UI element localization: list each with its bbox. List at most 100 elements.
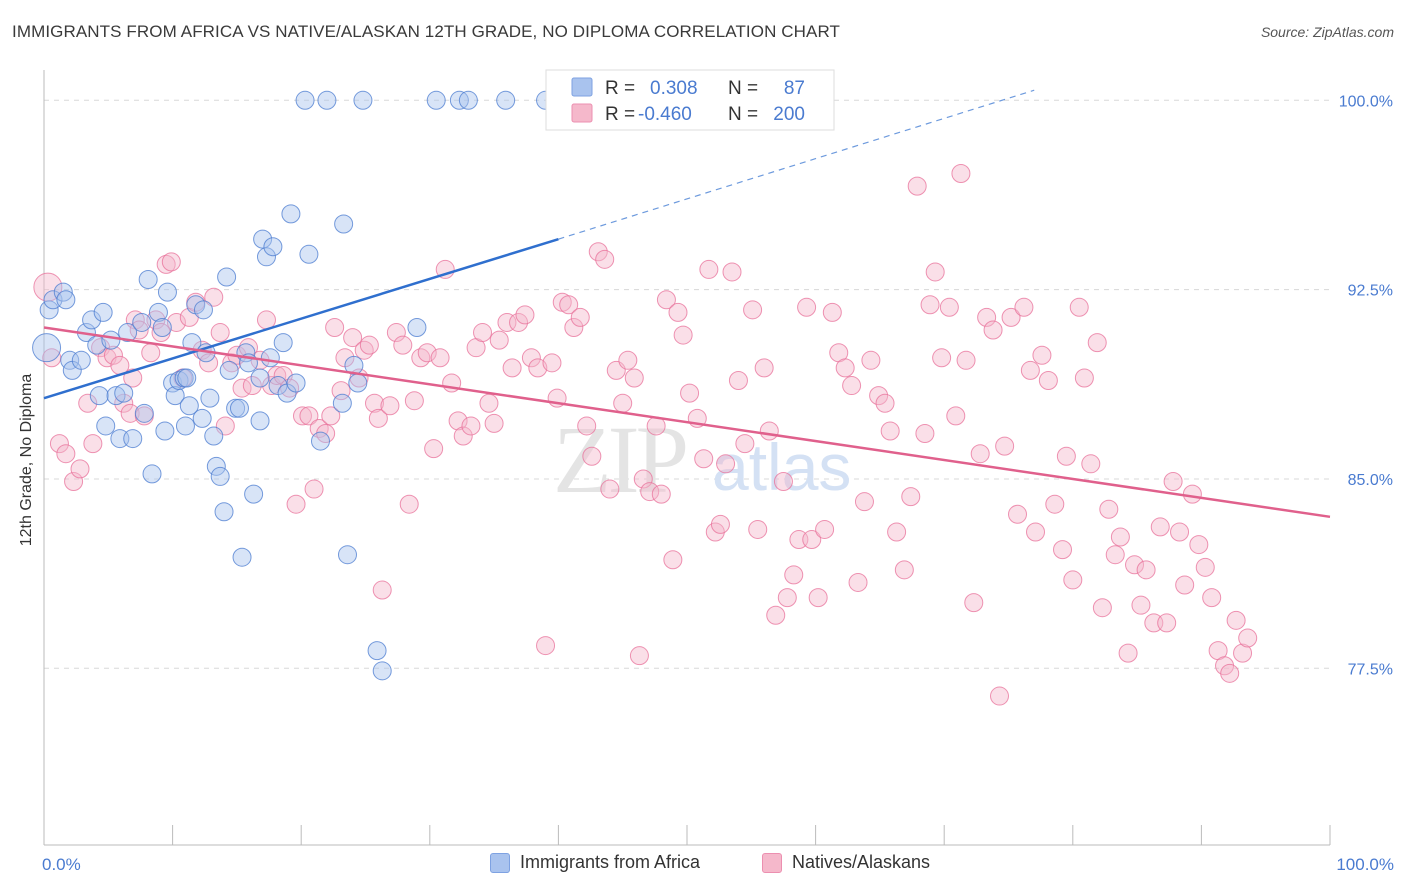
blue-point bbox=[71, 350, 91, 370]
blue-points bbox=[32, 90, 556, 681]
blue-point bbox=[273, 333, 293, 353]
blue-point bbox=[152, 317, 172, 337]
pink-point bbox=[901, 487, 921, 507]
pink-point bbox=[304, 479, 324, 499]
pink-trend-line bbox=[43, 326, 1331, 519]
pink-point bbox=[842, 376, 862, 396]
pink-point bbox=[1069, 297, 1089, 317]
pink-point bbox=[1170, 522, 1190, 542]
pink-point bbox=[797, 297, 817, 317]
pink-point bbox=[618, 350, 638, 370]
legend-item-natives[interactable]: Natives/Alaskans bbox=[762, 852, 930, 873]
pink-point bbox=[970, 444, 990, 464]
blue-point bbox=[334, 214, 354, 234]
legend-item-africa[interactable]: Immigrants from Africa bbox=[490, 852, 700, 873]
blue-point bbox=[193, 300, 213, 320]
pink-point bbox=[166, 312, 186, 332]
pink-point bbox=[716, 454, 736, 474]
pink-point bbox=[146, 310, 166, 330]
legend-swatch-pink bbox=[571, 103, 593, 123]
pink-point bbox=[588, 242, 608, 262]
pink-point bbox=[70, 459, 90, 479]
pink-point bbox=[777, 588, 797, 608]
pink-point bbox=[430, 348, 450, 368]
pink-point bbox=[161, 252, 181, 272]
pink-point bbox=[1131, 595, 1151, 615]
blue-point bbox=[118, 323, 138, 343]
blue-trend-line bbox=[43, 237, 559, 400]
blue-point bbox=[458, 90, 478, 110]
pink-point bbox=[848, 572, 868, 592]
pink-point bbox=[56, 444, 76, 464]
pink-point bbox=[1189, 535, 1209, 555]
legend-r-value-pink: -0.460 bbox=[638, 104, 692, 125]
pink-point bbox=[1053, 540, 1073, 560]
legend-n-label-blue: N = bbox=[728, 78, 758, 99]
pink-point bbox=[129, 320, 149, 340]
pink-point bbox=[680, 383, 700, 403]
pink-point bbox=[835, 358, 855, 378]
pink-point bbox=[854, 492, 874, 512]
legend-r-value-blue: 0.308 bbox=[650, 78, 698, 99]
trend-lines bbox=[43, 89, 1331, 519]
pink-point bbox=[103, 345, 123, 365]
pink-point bbox=[1226, 610, 1246, 630]
pink-point bbox=[83, 434, 103, 454]
pink-point bbox=[123, 368, 143, 388]
blue-point bbox=[367, 641, 387, 661]
pink-point bbox=[651, 484, 671, 504]
pink-point bbox=[1195, 557, 1215, 577]
pink-point bbox=[748, 519, 768, 539]
legend-label-natives: Natives/Alaskans bbox=[792, 852, 931, 872]
pink-point bbox=[210, 323, 230, 343]
blue-point bbox=[310, 431, 330, 451]
blue-point bbox=[82, 310, 102, 330]
pink-point bbox=[754, 358, 774, 378]
pink-point bbox=[925, 262, 945, 282]
legend-n-value-blue: 87 bbox=[784, 78, 805, 99]
pink-point bbox=[399, 494, 419, 514]
pink-point bbox=[1087, 333, 1107, 353]
pink-point bbox=[1092, 598, 1112, 618]
blue-point bbox=[281, 204, 301, 224]
pink-point bbox=[1020, 360, 1040, 380]
legend-label-africa: Immigrants from Africa bbox=[520, 852, 701, 872]
pink-point bbox=[735, 434, 755, 454]
pink-point bbox=[784, 565, 804, 585]
pink-point bbox=[497, 312, 517, 332]
pink-points bbox=[33, 164, 1258, 706]
pink-point bbox=[141, 343, 161, 363]
blue-point bbox=[332, 393, 352, 413]
pink-point bbox=[484, 413, 504, 433]
blue-point bbox=[138, 270, 158, 290]
pink-point bbox=[404, 391, 424, 411]
pink-point bbox=[120, 403, 140, 423]
pink-point bbox=[365, 393, 385, 413]
pink-point bbox=[354, 340, 374, 360]
pink-point bbox=[722, 262, 742, 282]
blue-point bbox=[217, 267, 237, 287]
blue-point bbox=[337, 545, 357, 565]
pink-point bbox=[1056, 446, 1076, 466]
blue-point bbox=[89, 386, 109, 406]
pink-point bbox=[479, 393, 499, 413]
pink-point bbox=[489, 330, 509, 350]
pink-point bbox=[299, 406, 319, 426]
pink-point bbox=[1163, 471, 1183, 491]
y-tick-labels: 100.0% 92.5% 85.0% 77.5% bbox=[1339, 93, 1393, 678]
pink-point bbox=[448, 411, 468, 431]
pink-point bbox=[822, 302, 842, 322]
pink-point bbox=[1014, 297, 1034, 317]
legend-n-label-pink: N = bbox=[728, 104, 758, 125]
pink-point bbox=[570, 307, 590, 327]
blue-point bbox=[263, 237, 283, 257]
pink-point bbox=[656, 290, 676, 310]
pink-point bbox=[964, 593, 984, 613]
pink-point bbox=[1105, 545, 1125, 565]
x-tick-left: 0.0% bbox=[42, 855, 81, 874]
pink-point bbox=[424, 439, 444, 459]
blue-point bbox=[229, 398, 249, 418]
pink-point bbox=[286, 494, 306, 514]
axes bbox=[43, 70, 1331, 846]
blue-point bbox=[165, 386, 185, 406]
